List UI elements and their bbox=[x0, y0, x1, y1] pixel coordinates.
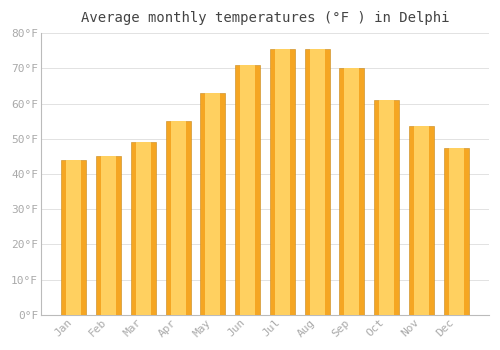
Bar bbox=[96, 156, 121, 315]
Bar bbox=[409, 126, 434, 315]
Bar bbox=[62, 160, 86, 315]
Bar bbox=[448, 148, 464, 315]
Bar bbox=[304, 49, 330, 315]
Bar bbox=[170, 121, 186, 315]
Bar bbox=[136, 142, 151, 315]
Bar bbox=[206, 93, 220, 315]
Bar bbox=[444, 148, 468, 315]
Bar bbox=[240, 65, 255, 315]
Bar bbox=[270, 49, 295, 315]
Bar bbox=[235, 65, 260, 315]
Bar bbox=[101, 156, 116, 315]
Bar bbox=[414, 126, 429, 315]
Bar bbox=[344, 68, 360, 315]
Bar bbox=[374, 100, 399, 315]
Bar bbox=[200, 93, 226, 315]
Bar bbox=[275, 49, 290, 315]
Bar bbox=[166, 121, 190, 315]
Bar bbox=[379, 100, 394, 315]
Bar bbox=[66, 160, 82, 315]
Bar bbox=[340, 68, 364, 315]
Bar bbox=[131, 142, 156, 315]
Bar bbox=[310, 49, 324, 315]
Title: Average monthly temperatures (°F ) in Delphi: Average monthly temperatures (°F ) in De… bbox=[80, 11, 449, 25]
